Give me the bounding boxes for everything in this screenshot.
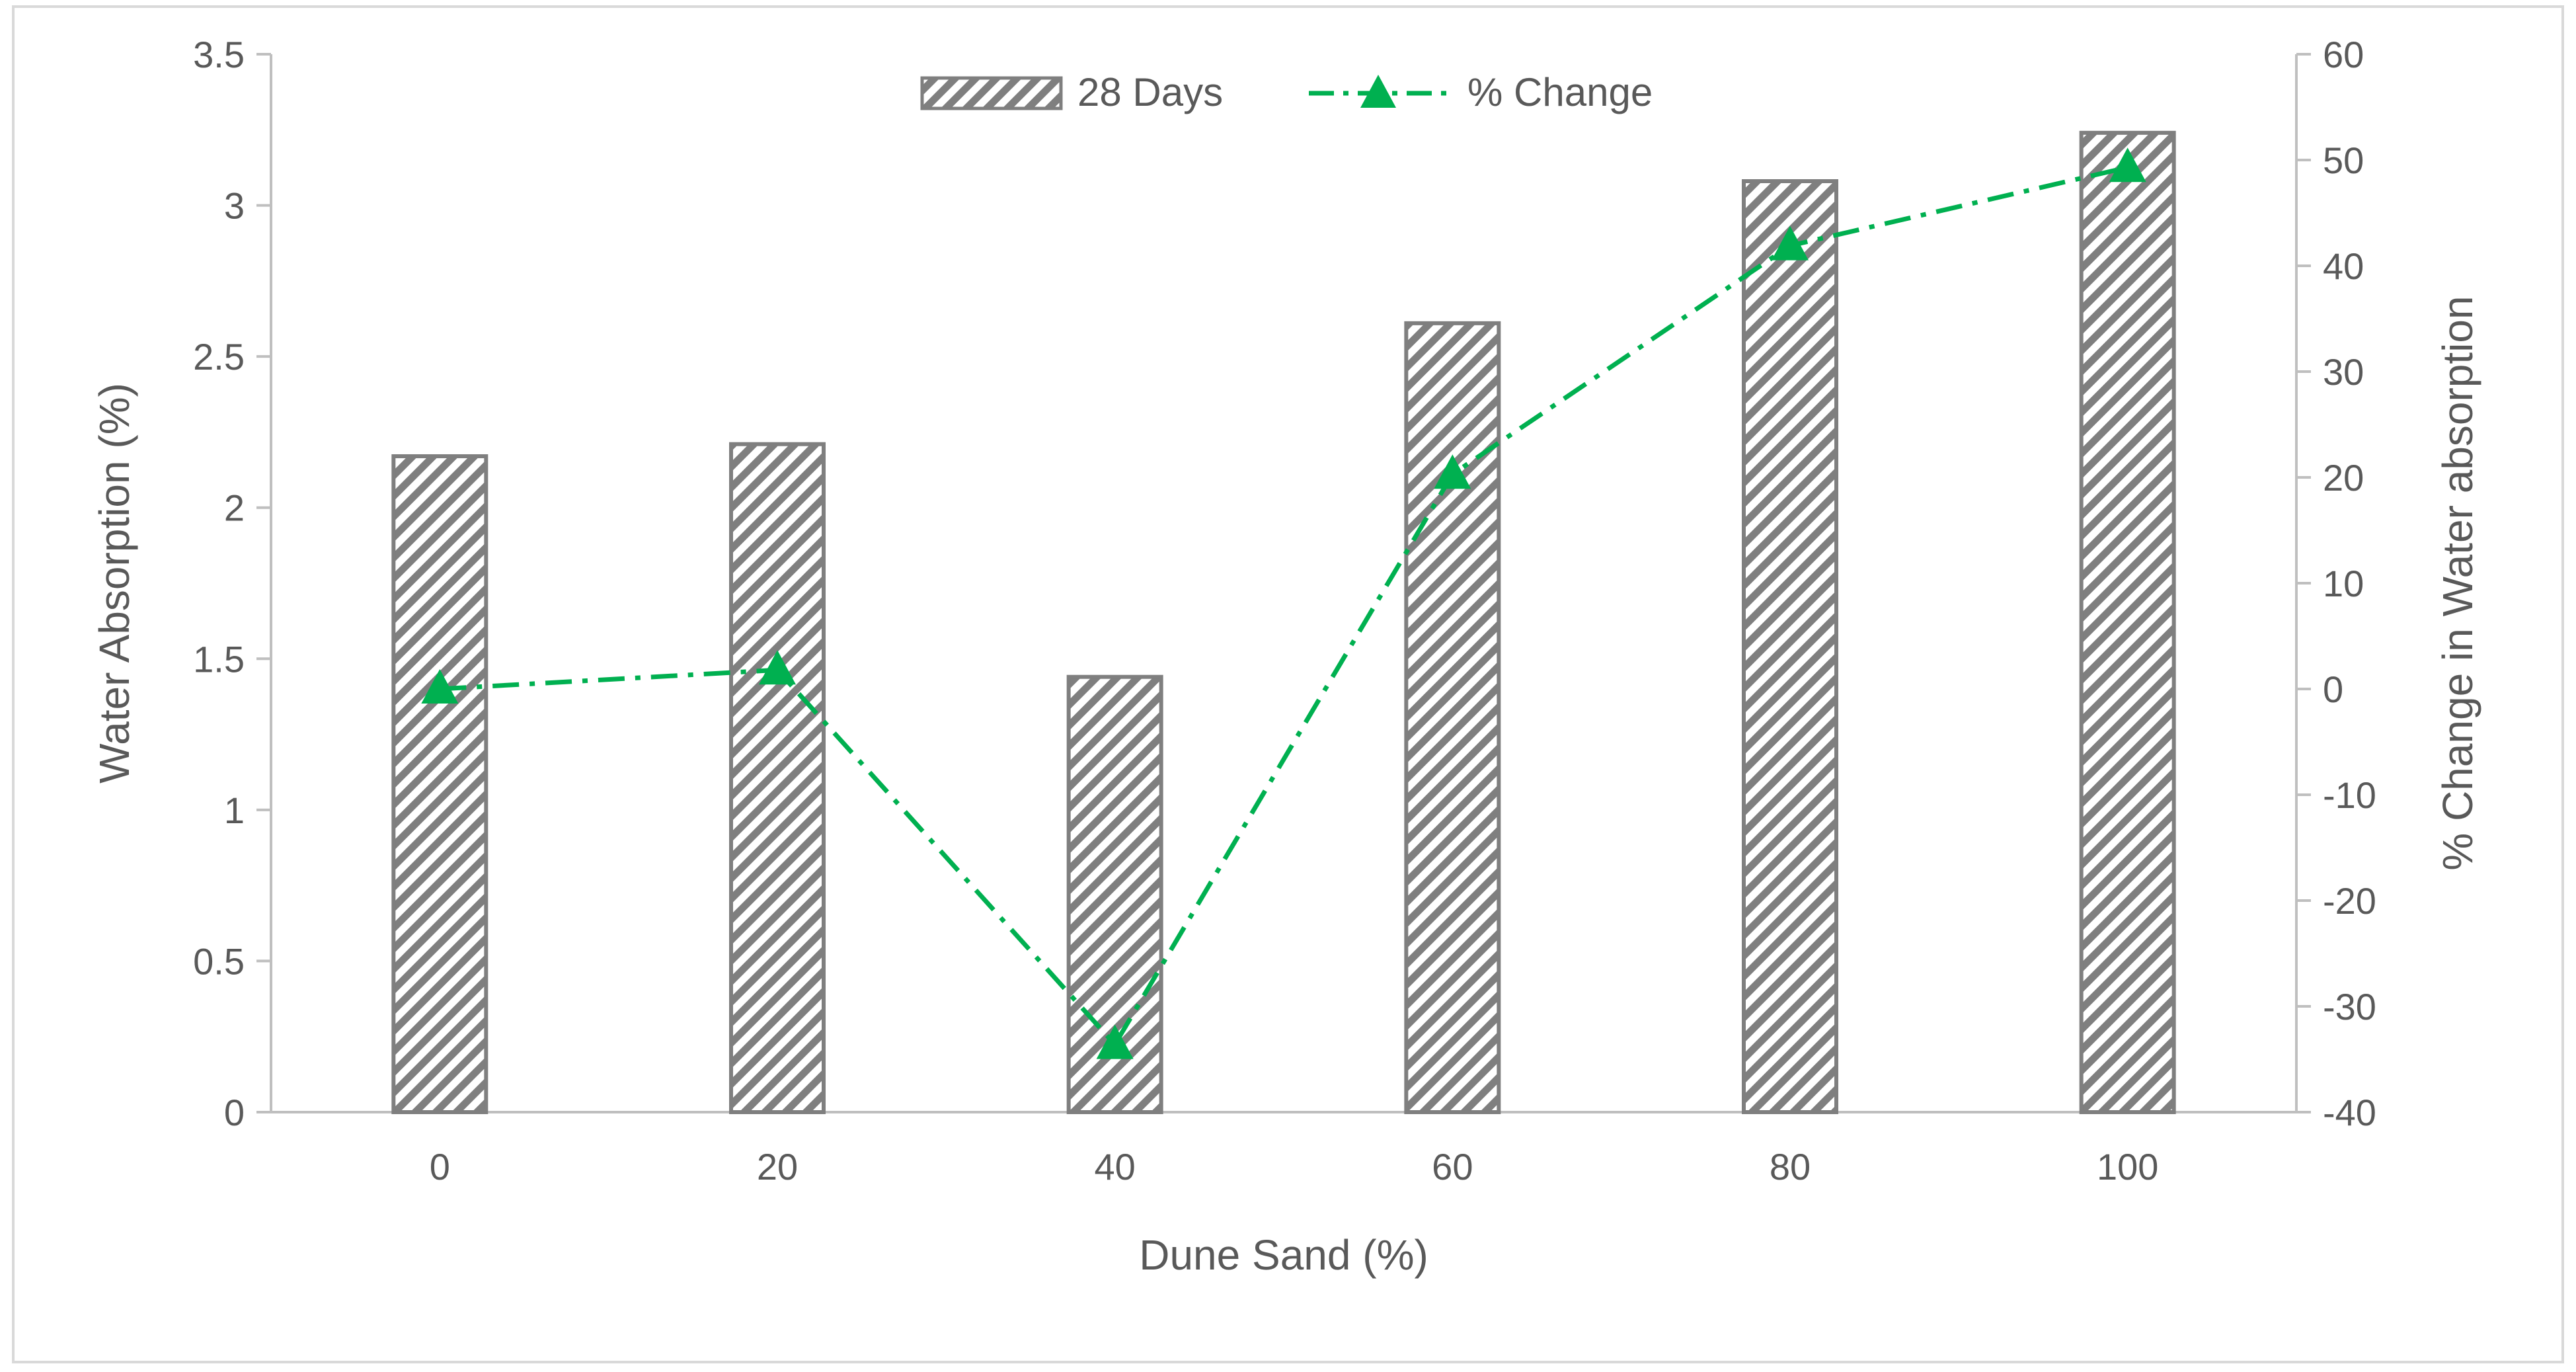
bar-28-days	[1404, 321, 1501, 1114]
y2-tick-label: 10	[2323, 563, 2364, 604]
line-series	[421, 147, 2146, 1059]
y2-tick-label: 60	[2323, 34, 2364, 75]
y-tick-label: 3	[224, 185, 245, 227]
y2-tick-label: -40	[2323, 1092, 2376, 1133]
y-tick-label: 1.5	[193, 638, 245, 680]
y-tick-label: 0	[224, 1092, 245, 1133]
x-tick-label: 80	[1770, 1146, 1811, 1188]
legend-swatch-28-days	[920, 76, 1063, 110]
change-line	[440, 165, 2128, 1049]
y2-tick-label: 40	[2323, 245, 2364, 287]
bar-28-days	[1742, 179, 1838, 1114]
y2-tick-label: -30	[2323, 986, 2376, 1028]
triangle-marker	[1434, 454, 1471, 489]
y2-tick-label: 20	[2323, 457, 2364, 499]
triangle-marker	[1096, 1024, 1134, 1059]
legend-label-change: % Change	[1467, 70, 1653, 114]
legend-triangle-marker	[1360, 75, 1396, 108]
tick-labels: 0 0.5 1 1.5 2 2.5 3 3.5 -40 -30 -20 -10 0 10 20 30 40 50 6…	[193, 34, 2376, 1188]
y2-tick-label: 0	[2323, 668, 2343, 710]
x-axis-label: Dune Sand (%)	[1139, 1231, 1428, 1279]
triangle-marker	[759, 650, 796, 685]
x-tick-label: 0	[430, 1146, 450, 1188]
x-tick-label: 100	[2097, 1146, 2158, 1188]
triangle-marker	[1772, 225, 1809, 261]
bar-28-days	[729, 442, 826, 1114]
bar-series	[391, 130, 2176, 1114]
triangle-marker	[421, 669, 459, 704]
legend-label-28-days: 28 Days	[1077, 70, 1223, 114]
y-tick-label: 2.5	[193, 336, 245, 378]
y-tick-label: 2	[224, 487, 245, 529]
legend: 28 Days % Change	[920, 70, 1653, 114]
y-axis-label: Water Absorption (%)	[91, 383, 138, 784]
y-tick-label: 1	[224, 789, 245, 831]
x-tick-label: 60	[1432, 1146, 1473, 1188]
y-tick-label: 0.5	[193, 940, 245, 982]
bar-28-days	[2079, 130, 2176, 1114]
y-tick-label: 3.5	[193, 34, 245, 75]
y2-tick-label: 50	[2323, 140, 2364, 181]
y2-tick-label: -20	[2323, 880, 2376, 922]
bar-28-days	[391, 454, 488, 1114]
x-tick-label: 20	[757, 1146, 798, 1188]
y2-axis-label: % Change in Water absorption	[2434, 296, 2481, 870]
axes	[256, 53, 2311, 1113]
x-tick-label: 40	[1095, 1146, 1136, 1188]
y2-tick-label: 30	[2323, 351, 2364, 393]
y2-tick-label: -10	[2323, 774, 2376, 816]
triangle-marker	[2109, 147, 2146, 182]
